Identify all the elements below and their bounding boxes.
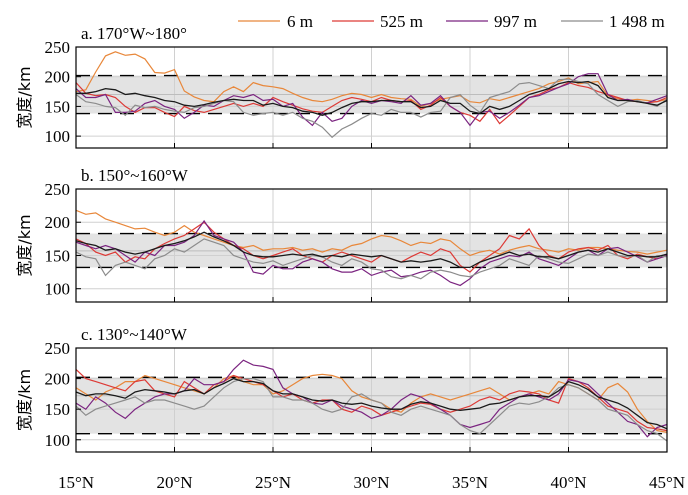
series-line-997m <box>75 73 668 127</box>
series-line-997m <box>75 219 668 287</box>
x-tick-label: 35°N <box>452 473 488 492</box>
x-tick-label: 20°N <box>156 473 192 492</box>
y-tick-label: 100 <box>45 127 71 146</box>
series-line-6m <box>75 51 668 108</box>
y-tick-label: 200 <box>45 213 71 232</box>
y-axis-label: 宽度/km <box>15 66 34 128</box>
panel-b: 100 150 200 250 b. 150°~160°W 宽度/km <box>15 166 668 303</box>
y-tick-label: 200 <box>45 68 71 87</box>
y-tick-label: 250 <box>45 339 71 358</box>
y-axis-label: 宽度/km <box>15 214 34 276</box>
x-tick-label: 40°N <box>550 473 586 492</box>
panel-title: c. 130°~140°W <box>81 325 188 344</box>
series-line-1498m <box>75 378 668 442</box>
x-tick-label: 15°N <box>58 473 94 492</box>
series-line-525m <box>75 221 668 273</box>
legend: 6 m 525 m 997 m 1 498 m <box>238 12 665 31</box>
panel-c: 100 150 200 250 c. 130°~140°W 宽度/km <box>15 325 668 453</box>
series-line-525m <box>75 368 668 432</box>
y-tick-label: 150 <box>45 400 71 419</box>
y-tick-label: 100 <box>45 431 71 450</box>
series-line-6m <box>75 209 668 257</box>
x-tick-label: 30°N <box>353 473 389 492</box>
legend-label: 6 m <box>287 12 313 31</box>
legend-label: 1 498 m <box>609 12 665 31</box>
series-line-mean <box>75 231 668 269</box>
y-tick-label: 250 <box>45 180 71 199</box>
panel-title: a. 170°W~180° <box>81 24 187 43</box>
x-tick-label: 25°N <box>255 473 291 492</box>
series-line-mean <box>76 80 668 116</box>
y-tick-label: 100 <box>45 280 71 299</box>
series-line-1498m <box>75 238 668 280</box>
panel-title: b. 150°~160°W <box>81 166 189 185</box>
y-tick-label: 250 <box>45 38 71 57</box>
y-tick-label: 150 <box>45 97 71 116</box>
x-tick-label: 45°N <box>649 473 685 492</box>
x-tick-labels: 15°N 20°N 25°N 30°N 35°N 40°N 45°N <box>58 473 685 492</box>
legend-label: 525 m <box>380 12 423 31</box>
panel-a: 100 150 200 250 a. 170°W~180° 宽度/km <box>15 24 668 149</box>
y-axis-label: 宽度/km <box>15 369 34 431</box>
y-tick-label: 200 <box>45 370 71 389</box>
series-line-1498m <box>75 78 668 139</box>
legend-label: 997 m <box>494 12 537 31</box>
series-line-mean <box>75 377 668 430</box>
y-tick-label: 150 <box>45 246 71 265</box>
